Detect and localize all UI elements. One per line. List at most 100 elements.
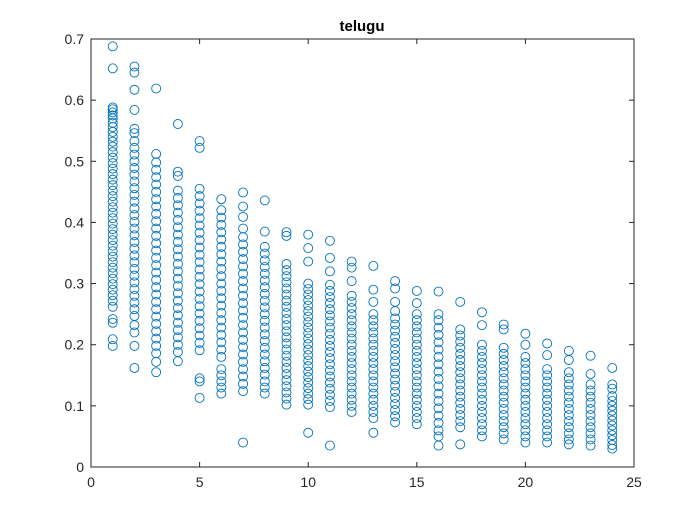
data-point: [324, 383, 335, 394]
data-point: [390, 344, 401, 354]
data-point: [172, 356, 183, 367]
data-point: [129, 183, 140, 194]
data-point: [455, 422, 466, 433]
data-point: [433, 322, 444, 333]
data-point: [172, 229, 183, 240]
data-point: [368, 382, 379, 393]
data-point: [129, 142, 140, 153]
data-point: [563, 379, 574, 390]
data-point: [129, 243, 140, 254]
data-point: [151, 333, 162, 344]
data-point: [129, 297, 140, 308]
data-point: [281, 399, 292, 410]
data-point: [390, 313, 401, 324]
data-point: [238, 298, 248, 309]
data-point: [259, 388, 270, 399]
data-point: [477, 339, 487, 350]
data-point: [259, 369, 270, 380]
data-point: [107, 136, 118, 147]
data-point: [368, 370, 379, 381]
data-point: [151, 186, 162, 197]
data-point: [542, 407, 553, 417]
data-point: [151, 304, 162, 315]
data-point: [303, 317, 314, 328]
data-point: [129, 104, 140, 115]
data-point: [542, 382, 553, 393]
data-point: [259, 295, 270, 306]
data-point: [433, 309, 444, 320]
data-point: [129, 223, 140, 234]
data-point: [607, 362, 618, 373]
data-point: [281, 387, 292, 398]
data-point: [411, 339, 422, 350]
data-point: [194, 286, 205, 297]
data-point: [151, 318, 162, 329]
data-point: [368, 358, 379, 369]
data-point: [563, 373, 574, 384]
data-point: [303, 361, 314, 372]
data-point: [151, 289, 162, 300]
data-point: [259, 356, 270, 367]
data-point: [281, 259, 292, 269]
data-point: [107, 147, 118, 158]
data-point: [455, 439, 466, 450]
data-point: [129, 169, 140, 180]
data-point: [520, 364, 531, 375]
data-point: [607, 420, 618, 431]
y-tick-label: 0.5: [65, 153, 85, 169]
data-point: [281, 332, 292, 343]
data-point: [607, 405, 618, 416]
data-point: [216, 344, 227, 355]
data-point: [324, 340, 335, 351]
data-point: [194, 271, 205, 282]
data-point: [151, 216, 162, 227]
data-point: [151, 252, 162, 263]
data-point: [107, 235, 118, 246]
data-point: [151, 340, 162, 351]
data-point: [129, 156, 140, 167]
data-point: [172, 171, 183, 181]
y-tick-label: 0.2: [65, 337, 85, 353]
data-point: [238, 386, 248, 397]
data-point: [107, 218, 118, 229]
data-point: [151, 311, 162, 322]
data-point: [303, 350, 314, 361]
data-point: [433, 286, 444, 297]
x-tick-label: 25: [626, 474, 642, 490]
data-point: [585, 403, 596, 414]
data-point: [520, 413, 531, 424]
data-point: [585, 379, 596, 390]
data-point: [151, 238, 162, 249]
data-point: [585, 385, 596, 396]
data-point: [368, 427, 379, 438]
data-point: [542, 376, 553, 387]
data-point: [281, 277, 292, 288]
data-point: [542, 425, 553, 436]
data-point: [585, 440, 596, 451]
data-point: [390, 350, 401, 361]
data-point: [129, 327, 140, 338]
data-point: [390, 362, 401, 373]
data-point: [368, 339, 379, 350]
data-point: [520, 351, 531, 362]
data-point: [542, 364, 553, 375]
data-point: [259, 241, 270, 252]
data-point: [433, 359, 444, 370]
data-point: [259, 382, 270, 393]
data-point: [455, 385, 466, 396]
data-point: [433, 329, 444, 340]
data-point: [281, 314, 292, 324]
data-point: [520, 407, 531, 417]
y-tick-label: 0.4: [65, 214, 85, 230]
data-point: [390, 283, 401, 294]
data-point: [107, 202, 118, 213]
data-point: [368, 321, 379, 332]
data-point: [346, 382, 357, 393]
scatter-points: [107, 41, 618, 454]
data-point: [368, 364, 379, 375]
data-point: [129, 320, 140, 331]
data-point: [238, 283, 248, 294]
data-point: [129, 84, 140, 95]
data-point: [455, 379, 466, 390]
data-point: [216, 219, 227, 230]
